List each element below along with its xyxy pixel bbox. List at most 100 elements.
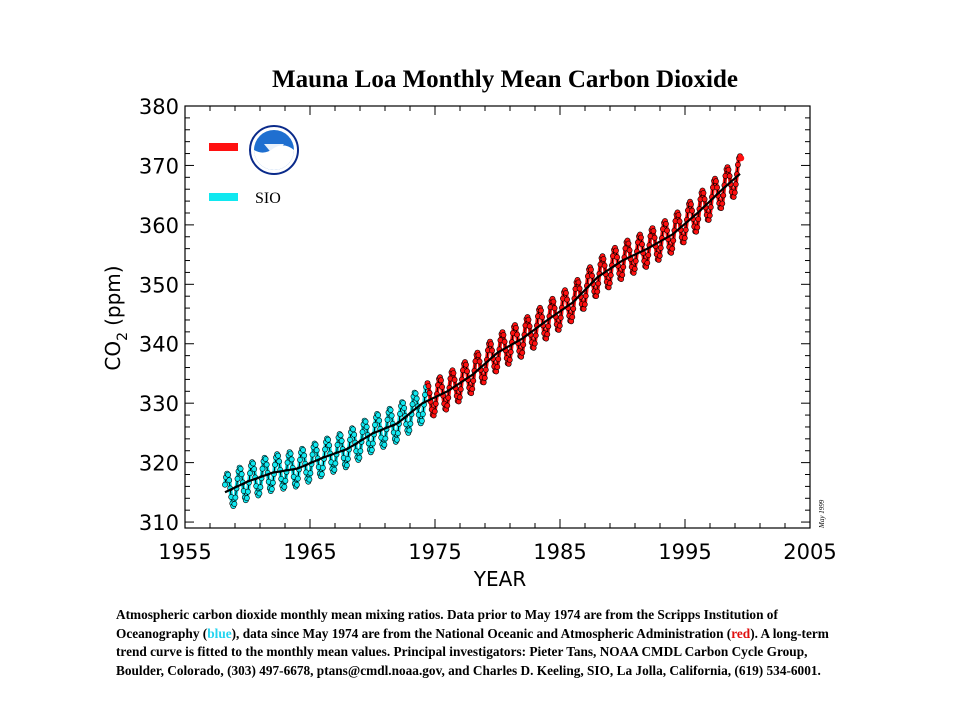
data-point-sio bbox=[334, 441, 341, 448]
chart-title: Mauna Loa Monthly Mean Carbon Dioxide bbox=[272, 66, 738, 93]
data-point-noaa bbox=[538, 307, 544, 314]
y-axis-label-subscript: 2 bbox=[115, 332, 131, 341]
data-point-sio bbox=[244, 488, 251, 495]
data-point-sio bbox=[307, 470, 314, 477]
data-point-sio bbox=[407, 420, 414, 427]
data-point-noaa bbox=[463, 361, 469, 368]
data-point-noaa bbox=[488, 341, 494, 347]
data-point-sio bbox=[419, 411, 426, 417]
data-point-sio bbox=[268, 486, 275, 492]
data-point-sio bbox=[262, 456, 269, 462]
data-point-noaa bbox=[482, 366, 489, 373]
data-point-noaa bbox=[481, 375, 488, 381]
data-point-sio bbox=[347, 436, 353, 443]
y-tick-label: 340 bbox=[139, 333, 179, 357]
data-point-sio bbox=[293, 481, 300, 488]
data-point-noaa bbox=[539, 314, 545, 320]
data-point-sio bbox=[231, 501, 238, 507]
data-point-noaa bbox=[632, 258, 639, 264]
data-point-sio bbox=[401, 405, 408, 411]
x-axis-label: YEAR bbox=[473, 567, 527, 591]
data-point-noaa bbox=[638, 234, 644, 241]
data-point-noaa bbox=[726, 173, 733, 179]
data-point-noaa bbox=[545, 323, 552, 330]
data-point-sio bbox=[237, 465, 244, 472]
y-axis: 310 320 330 340 350 360 370 380 bbox=[139, 95, 810, 535]
data-point-noaa bbox=[514, 331, 520, 338]
data-point-noaa bbox=[732, 181, 739, 188]
data-point-noaa bbox=[695, 216, 702, 222]
data-point-sio bbox=[357, 448, 364, 454]
data-point-noaa bbox=[494, 364, 501, 370]
data-point-noaa bbox=[595, 280, 602, 287]
data-point-sio bbox=[384, 416, 391, 423]
data-point-noaa bbox=[438, 377, 444, 384]
data-point-sio bbox=[284, 459, 291, 466]
data-point-sio bbox=[226, 477, 233, 484]
data-point-sio bbox=[238, 471, 245, 478]
x-tick-label: 1995 bbox=[658, 540, 711, 564]
data-point-noaa bbox=[675, 212, 682, 218]
data-point-noaa bbox=[644, 259, 651, 266]
data-point-noaa bbox=[569, 314, 576, 320]
data-point-sio bbox=[332, 460, 339, 467]
data-point-noaa bbox=[631, 265, 638, 272]
y-axis-label-main: CO bbox=[101, 341, 125, 371]
data-point-sio bbox=[363, 423, 370, 430]
data-point-sio bbox=[338, 437, 345, 444]
x-tick-label: 1965 bbox=[283, 540, 336, 564]
data-point-noaa bbox=[431, 408, 438, 415]
data-point-noaa bbox=[444, 402, 451, 409]
data-point-sio bbox=[272, 461, 278, 468]
data-point-noaa bbox=[495, 356, 502, 362]
data-point-noaa bbox=[719, 200, 726, 207]
data-point-noaa bbox=[439, 384, 445, 390]
data-point-sio bbox=[362, 418, 369, 425]
data-point-noaa bbox=[425, 383, 432, 389]
date-stamp: May 1999 bbox=[818, 499, 826, 529]
data-point-sio bbox=[257, 484, 264, 491]
legend-label-sio: SIO bbox=[255, 190, 281, 207]
data-point-sio bbox=[397, 410, 403, 417]
data-point-noaa bbox=[614, 254, 620, 261]
data-point-noaa bbox=[694, 224, 701, 231]
y-tick-label: 350 bbox=[139, 273, 179, 297]
data-point-noaa bbox=[664, 227, 670, 234]
data-point-sio bbox=[356, 454, 363, 461]
data-point-noaa bbox=[582, 293, 589, 299]
x-axis: 1955 1965 1975 1985 1995 2005 bbox=[158, 106, 837, 564]
data-point-noaa bbox=[681, 235, 688, 241]
data-point-sio bbox=[406, 427, 413, 434]
data-point-noaa bbox=[663, 220, 669, 227]
data-point-noaa bbox=[735, 161, 741, 168]
data-point-sio bbox=[325, 436, 331, 443]
data-point-sio bbox=[369, 440, 376, 447]
data-point-sio bbox=[375, 412, 381, 418]
data-point-noaa bbox=[556, 322, 563, 329]
y-tick-label: 330 bbox=[139, 392, 179, 416]
data-point-noaa bbox=[639, 241, 645, 248]
data-point-noaa bbox=[613, 247, 619, 254]
data-point-noaa bbox=[714, 184, 720, 191]
data-point-sio bbox=[288, 456, 295, 463]
data-point-noaa bbox=[525, 316, 532, 323]
data-point-sio bbox=[394, 430, 401, 437]
data-point-sio bbox=[232, 494, 239, 501]
data-point-noaa bbox=[589, 272, 595, 279]
data-point-noaa bbox=[532, 332, 539, 339]
y-axis-label: CO2 (ppm) bbox=[101, 265, 131, 370]
data-point-noaa bbox=[594, 288, 601, 295]
data-point-noaa bbox=[457, 386, 464, 393]
data-point-noaa bbox=[544, 331, 551, 338]
data-point-sio bbox=[250, 460, 256, 467]
data-point-sio bbox=[275, 452, 281, 459]
data-point-sio bbox=[256, 490, 263, 497]
data-point-noaa bbox=[676, 218, 683, 225]
data-point-noaa bbox=[720, 192, 727, 199]
data-point-noaa bbox=[601, 262, 608, 269]
data-point-noaa bbox=[588, 266, 594, 273]
data-point-noaa bbox=[669, 245, 676, 252]
series-line-noaa bbox=[425, 155, 742, 418]
data-point-noaa bbox=[606, 280, 613, 287]
data-point-noaa bbox=[682, 226, 689, 233]
